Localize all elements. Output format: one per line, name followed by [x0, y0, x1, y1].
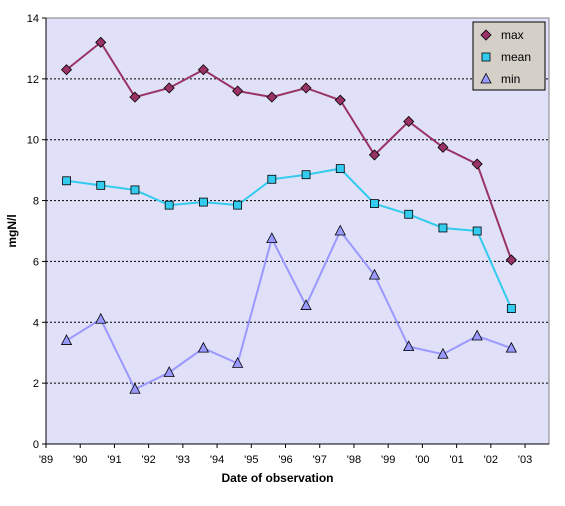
y-tick-label: 14 [27, 13, 39, 25]
series-line-max [65, 40, 513, 261]
data-point-max [60, 64, 73, 76]
data-point-max [300, 82, 312, 94]
y-axis-title: mgN/l [5, 214, 19, 247]
x-tick-label: '91 [107, 454, 121, 466]
y-tick-label: 0 [33, 439, 39, 451]
data-point-max [163, 82, 175, 94]
data-point-min [266, 232, 278, 244]
data-point-mean [506, 304, 516, 313]
data-point-max [471, 158, 483, 170]
data-point-min [95, 312, 107, 324]
y-tick-label: 4 [33, 317, 39, 329]
y-tick-label: 2 [33, 378, 39, 390]
x-tick-label: '96 [278, 454, 292, 466]
data-point-mean [199, 197, 208, 207]
data-point-mean [335, 164, 345, 174]
data-point-mean [233, 200, 243, 210]
legend-label-min: min [501, 72, 520, 86]
data-point-max [505, 254, 517, 266]
data-point-max [403, 115, 415, 128]
data-point-max [368, 149, 381, 161]
y-tick-label: 6 [33, 256, 39, 268]
axes: 0 2 4 6 8 10 12 14 '89 '90 '91 '92 '93 '94 '95 '96 '97 '9… [27, 13, 549, 466]
data-point-min [505, 341, 518, 353]
data-point-min [300, 299, 312, 310]
x-tick-label: '03 [518, 454, 532, 466]
legend-marker-mean [481, 52, 491, 62]
x-axis-title: Date of observation [221, 471, 333, 485]
x-tick-label: '00 [415, 454, 429, 466]
data-point-mean [472, 226, 482, 236]
data-point-max [197, 64, 209, 76]
data-point-max [232, 85, 244, 97]
data-point-mean [62, 176, 71, 186]
x-tick-label: '92 [141, 454, 155, 466]
series [60, 36, 518, 394]
x-tick-label: '98 [347, 454, 361, 466]
data-point-min [334, 224, 346, 236]
series-min [60, 224, 518, 394]
legend-marker-min [480, 72, 492, 84]
data-point-max [266, 91, 278, 103]
data-point-min [129, 382, 141, 394]
legend-marker-max [480, 29, 492, 41]
x-tick-label: '95 [244, 454, 258, 466]
y-tick-label: 8 [33, 196, 39, 208]
data-point-min [471, 329, 483, 341]
series-line-min [66, 229, 512, 391]
x-tick-label: '90 [73, 454, 87, 466]
data-point-mean [130, 185, 140, 195]
data-point-mean [164, 200, 174, 210]
x-tick-label: '97 [313, 454, 327, 466]
data-point-mean [267, 174, 277, 184]
data-point-min [231, 357, 244, 368]
data-point-min [368, 268, 381, 280]
x-tick-label: '99 [381, 454, 395, 466]
data-point-mean [438, 223, 448, 233]
x-tick-label: '01 [449, 454, 463, 466]
y-tick-label: 10 [27, 135, 39, 147]
x-tick-label: '94 [210, 454, 224, 466]
y-tick-label: 12 [27, 74, 39, 86]
data-point-min [437, 347, 449, 359]
data-point-min [197, 341, 210, 353]
series-line-mean [66, 167, 513, 309]
x-tick-label: '93 [176, 454, 190, 466]
legend-label-max: max [501, 28, 524, 42]
data-point-max [95, 36, 107, 48]
data-point-min [163, 366, 175, 377]
series-mean [62, 164, 516, 313]
data-point-min [403, 340, 415, 352]
series-max [60, 36, 517, 266]
x-tick-label: '89 [39, 454, 53, 466]
data-point-mean [96, 180, 106, 190]
data-point-max [129, 91, 141, 103]
data-point-min [60, 334, 73, 345]
legend: max mean min [472, 21, 546, 91]
x-tick-label: '02 [484, 454, 498, 466]
data-point-mean [370, 199, 379, 209]
data-point-max [437, 141, 449, 153]
legend-label-mean: mean [501, 50, 531, 64]
data-point-max [334, 94, 346, 106]
data-point-mean [301, 170, 311, 180]
data-point-mean [404, 209, 414, 219]
